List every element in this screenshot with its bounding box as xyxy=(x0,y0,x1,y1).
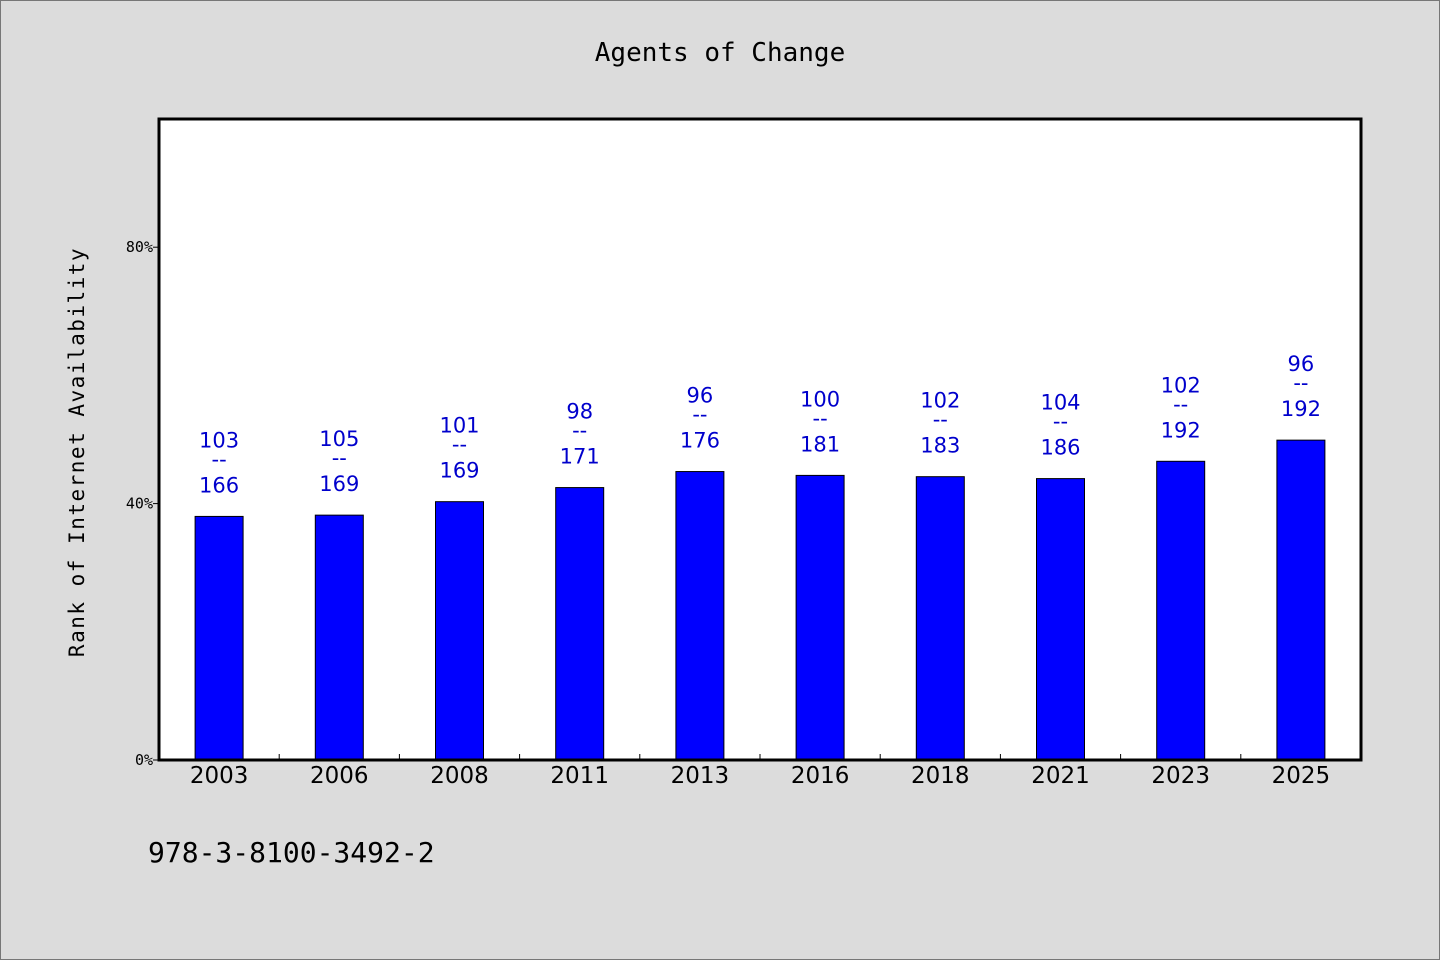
data-label-bottom-2016: 181 xyxy=(800,432,840,456)
bar-2025 xyxy=(1276,439,1326,761)
data-label-separator-2003: -- xyxy=(212,447,227,471)
x-tick-label-2016: 2016 xyxy=(791,763,850,789)
data-label-separator-2006: -- xyxy=(332,446,347,470)
data-label-top-2018: 102 xyxy=(920,389,960,413)
data-labels-group: 103--166105--169101--16998--17196--17610… xyxy=(199,352,1321,497)
bar-2011 xyxy=(555,487,605,761)
data-label-bottom-2018: 183 xyxy=(920,434,960,458)
data-label-bottom-2023: 192 xyxy=(1161,418,1201,442)
x-tick-label-2018: 2018 xyxy=(911,763,970,789)
y-tick-label-40: 40% xyxy=(126,495,153,513)
bar-2016 xyxy=(795,474,845,761)
data-label-top-2021: 104 xyxy=(1040,391,1080,415)
data-label-top-2023: 102 xyxy=(1161,373,1201,397)
data-label-top-2008: 101 xyxy=(439,414,479,438)
data-label-top-2013: 96 xyxy=(687,384,714,408)
x-tick-label-2021: 2021 xyxy=(1031,763,1090,789)
data-label-separator-2013: -- xyxy=(692,403,707,427)
data-label-bottom-2003: 166 xyxy=(199,473,239,497)
data-label-bottom-2021: 186 xyxy=(1040,436,1080,460)
y-tick-label-0: 0% xyxy=(135,751,153,769)
chart-title: Agents of Change xyxy=(595,38,845,68)
x-tick-label-2011: 2011 xyxy=(550,763,609,789)
data-label-bottom-2008: 169 xyxy=(439,459,479,483)
data-label-separator-2023: -- xyxy=(1173,392,1188,416)
x-tick-label-2003: 2003 xyxy=(190,763,249,789)
data-label-separator-2018: -- xyxy=(933,408,948,432)
data-label-top-2025: 96 xyxy=(1288,352,1315,376)
data-label-bottom-2011: 171 xyxy=(560,445,600,469)
x-tick-label-2025: 2025 xyxy=(1272,763,1331,789)
data-label-top-2006: 105 xyxy=(319,427,359,451)
bar-2013 xyxy=(675,471,725,761)
y-tick-label-80: 80% xyxy=(126,238,153,256)
bar-2021 xyxy=(1036,478,1085,761)
data-label-top-2016: 100 xyxy=(800,387,840,411)
x-tick-label-2006: 2006 xyxy=(310,763,369,789)
data-label-bottom-2013: 176 xyxy=(680,429,720,453)
data-label-separator-2016: -- xyxy=(813,406,828,430)
data-label-top-2003: 103 xyxy=(199,428,239,452)
bar-2006 xyxy=(314,514,364,761)
bar-2008 xyxy=(435,501,484,761)
x-tick-label-2008: 2008 xyxy=(430,763,489,789)
footnote-text: 978-3-8100-3492-2 xyxy=(148,836,435,869)
x-tick-label-2013: 2013 xyxy=(671,763,730,789)
data-label-separator-2021: -- xyxy=(1053,410,1068,434)
data-label-bottom-2025: 192 xyxy=(1281,397,1321,421)
bar-2023 xyxy=(1156,460,1206,761)
data-label-separator-2025: -- xyxy=(1293,371,1308,395)
data-label-separator-2008: -- xyxy=(452,433,467,457)
data-label-top-2011: 98 xyxy=(566,400,593,424)
x-tick-label-2023: 2023 xyxy=(1151,763,1210,789)
data-label-bottom-2006: 169 xyxy=(319,472,359,496)
plot-border xyxy=(157,117,1363,762)
bars-group xyxy=(194,439,1326,761)
data-label-separator-2011: -- xyxy=(572,419,587,443)
x-axis: 2003 2006 2008 2011 2013 2016 2018 2021 2023 2025 xyxy=(190,754,1330,789)
y-axis: 0% 40% 80% xyxy=(126,238,159,769)
bar-2003 xyxy=(194,515,244,761)
y-axis-label: Rank of Internet Availability xyxy=(65,247,89,657)
bar-2018 xyxy=(915,476,965,761)
